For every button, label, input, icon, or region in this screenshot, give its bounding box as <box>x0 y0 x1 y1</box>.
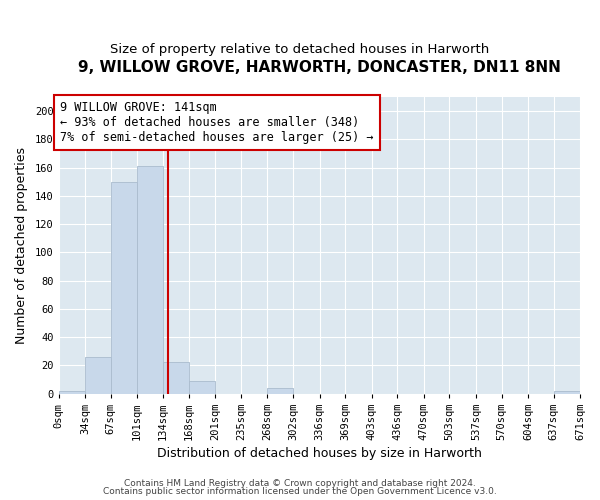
Text: 9 WILLOW GROVE: 141sqm
← 93% of detached houses are smaller (348)
7% of semi-det: 9 WILLOW GROVE: 141sqm ← 93% of detached… <box>60 101 374 144</box>
Bar <box>189 381 215 394</box>
Bar <box>110 182 137 394</box>
Bar <box>85 357 110 394</box>
Bar <box>59 390 85 394</box>
Bar <box>163 362 189 394</box>
Bar <box>137 166 163 394</box>
Title: 9, WILLOW GROVE, HARWORTH, DONCASTER, DN11 8NN: 9, WILLOW GROVE, HARWORTH, DONCASTER, DN… <box>78 60 561 75</box>
Y-axis label: Number of detached properties: Number of detached properties <box>15 147 28 344</box>
X-axis label: Distribution of detached houses by size in Harworth: Distribution of detached houses by size … <box>157 447 482 460</box>
Text: Contains HM Land Registry data © Crown copyright and database right 2024.: Contains HM Land Registry data © Crown c… <box>124 478 476 488</box>
Bar <box>554 390 580 394</box>
Bar <box>267 388 293 394</box>
Text: Contains public sector information licensed under the Open Government Licence v3: Contains public sector information licen… <box>103 487 497 496</box>
Text: Size of property relative to detached houses in Harworth: Size of property relative to detached ho… <box>110 44 490 57</box>
